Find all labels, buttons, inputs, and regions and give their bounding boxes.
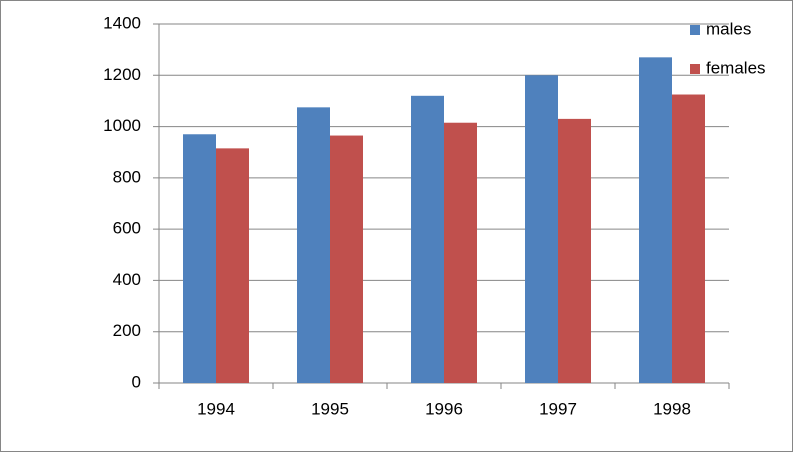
bar [444, 122, 477, 383]
bar [216, 148, 249, 383]
legend-label: males [706, 19, 751, 38]
bar [558, 118, 591, 383]
y-tick-label: 600 [113, 219, 141, 238]
bar [411, 95, 444, 384]
y-tick-label: 1400 [103, 13, 141, 32]
y-tick-label: 200 [113, 321, 141, 340]
x-tick-label: 1994 [197, 399, 235, 418]
y-tick-label: 0 [132, 372, 141, 391]
legend-label: females [706, 58, 766, 77]
x-tick-label: 1998 [653, 399, 691, 418]
bar [330, 135, 363, 383]
y-tick-label: 400 [113, 270, 141, 289]
bar [672, 94, 705, 384]
legend-swatch [690, 64, 700, 74]
bar [183, 134, 216, 383]
y-tick-label: 800 [113, 167, 141, 186]
legend-swatch [690, 25, 700, 35]
y-tick-label: 1000 [103, 116, 141, 135]
y-tick-label: 1200 [103, 65, 141, 84]
x-tick-label: 1995 [311, 399, 349, 418]
bar [297, 107, 330, 383]
x-tick-label: 1997 [539, 399, 577, 418]
x-tick-label: 1996 [425, 399, 463, 418]
bar [639, 57, 672, 383]
bar [525, 75, 558, 384]
